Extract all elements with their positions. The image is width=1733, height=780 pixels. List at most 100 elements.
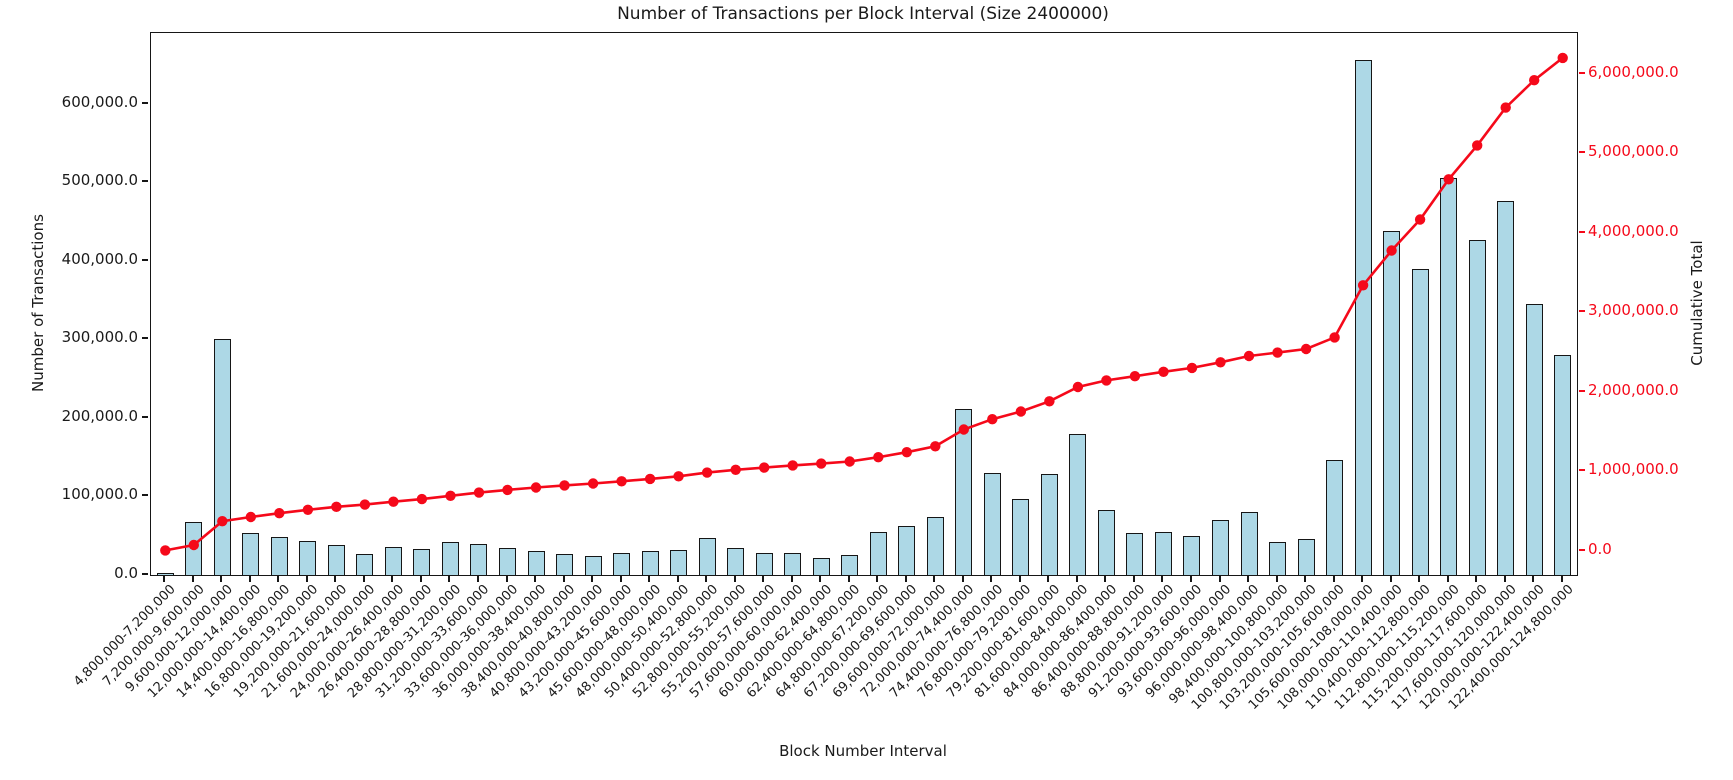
bar	[527, 551, 545, 575]
y-tick-label-left: 300,000.0	[61, 328, 138, 347]
x-tick	[305, 576, 308, 582]
data-point-marker	[445, 490, 456, 501]
bar	[1354, 59, 1372, 575]
x-tick	[476, 576, 479, 582]
y-tick-right	[1579, 389, 1585, 392]
data-point-marker	[644, 473, 656, 485]
data-point-marker	[359, 499, 371, 510]
x-tick	[1446, 576, 1449, 582]
x-tick	[505, 576, 508, 582]
data-point-marker	[1557, 52, 1568, 64]
bar	[613, 553, 631, 575]
x-tick	[933, 576, 936, 582]
bar	[1497, 201, 1515, 575]
x-tick	[591, 576, 594, 582]
bar	[1040, 474, 1058, 575]
x-tick	[1104, 576, 1107, 582]
x-tick	[990, 576, 993, 582]
y-tick-right	[1579, 310, 1585, 313]
data-point-marker	[1186, 362, 1198, 374]
y-tick-right	[1579, 230, 1585, 233]
x-tick	[1132, 576, 1135, 582]
bar	[213, 339, 231, 575]
data-point-marker	[473, 487, 485, 498]
bar	[1440, 178, 1458, 575]
bar	[1012, 498, 1030, 575]
bar	[327, 545, 345, 575]
x-tick	[448, 576, 451, 582]
data-point-marker	[530, 482, 542, 493]
x-tick	[619, 576, 622, 582]
bar	[156, 573, 174, 575]
bar	[812, 557, 830, 575]
data-point-marker	[987, 414, 998, 425]
plot-area	[150, 32, 1578, 576]
y-tick-label-left: 400,000.0	[61, 249, 138, 268]
y-tick-left	[142, 494, 148, 497]
data-point-marker	[559, 480, 570, 491]
x-tick	[790, 576, 793, 582]
bar	[470, 543, 488, 575]
x-tick	[1532, 576, 1535, 582]
bar	[299, 541, 317, 575]
bar	[1069, 433, 1087, 575]
data-point-marker	[1329, 332, 1340, 343]
bar	[926, 516, 944, 575]
bar	[1240, 512, 1258, 575]
x-tick	[705, 576, 708, 582]
bar	[1411, 268, 1429, 575]
x-tick	[1189, 576, 1192, 582]
bar	[755, 553, 773, 575]
data-point-marker	[245, 511, 256, 523]
bar	[499, 548, 516, 575]
x-tick	[876, 576, 879, 582]
x-tick	[163, 576, 166, 582]
x-tick	[1332, 576, 1335, 582]
x-tick	[1475, 576, 1478, 582]
x-tick	[676, 576, 679, 582]
data-point-marker	[1158, 366, 1169, 377]
y-tick-label-right: 2,000,000.0	[1588, 380, 1679, 399]
data-point-marker	[1129, 371, 1141, 382]
data-point-marker	[1243, 350, 1255, 362]
x-tick	[1161, 576, 1164, 582]
bar	[185, 522, 203, 575]
y-tick-label-right: 6,000,000.0	[1588, 62, 1679, 81]
bar	[983, 472, 1001, 575]
x-axis-label: Block Number Interval	[779, 742, 947, 760]
x-tick	[191, 576, 194, 582]
chart-title: Number of Transactions per Block Interva…	[617, 4, 1109, 24]
x-tick	[904, 576, 907, 582]
x-tick	[248, 576, 251, 582]
bar	[1183, 535, 1201, 575]
y-tick-left	[142, 180, 148, 183]
y-tick-label-right: 4,000,000.0	[1588, 221, 1679, 240]
x-tick	[648, 576, 651, 582]
bar	[1269, 542, 1287, 575]
x-tick	[1075, 576, 1078, 582]
cumulative-line	[165, 56, 1564, 552]
x-tick	[362, 576, 365, 582]
y-tick-label-left: 0.0	[114, 564, 138, 582]
data-point-marker	[1272, 347, 1283, 358]
data-point-marker	[1500, 102, 1511, 113]
data-point-marker	[1101, 375, 1112, 386]
y-tick-label-right: 3,000,000.0	[1588, 301, 1679, 320]
data-point-marker	[502, 484, 513, 496]
bar	[556, 553, 574, 575]
x-tick	[961, 576, 964, 582]
x-tick	[562, 576, 565, 582]
y-tick-label-right: 1,000,000.0	[1588, 460, 1679, 479]
x-tick	[1389, 576, 1392, 582]
y-tick-right	[1579, 469, 1585, 472]
bar	[784, 553, 802, 575]
data-point-marker	[1044, 396, 1055, 407]
data-point-marker	[331, 501, 342, 512]
bar	[1097, 509, 1115, 575]
x-tick	[277, 576, 280, 582]
data-point-marker	[1472, 140, 1483, 151]
bar	[641, 551, 659, 575]
data-point-marker	[873, 452, 884, 463]
bar	[242, 533, 260, 575]
